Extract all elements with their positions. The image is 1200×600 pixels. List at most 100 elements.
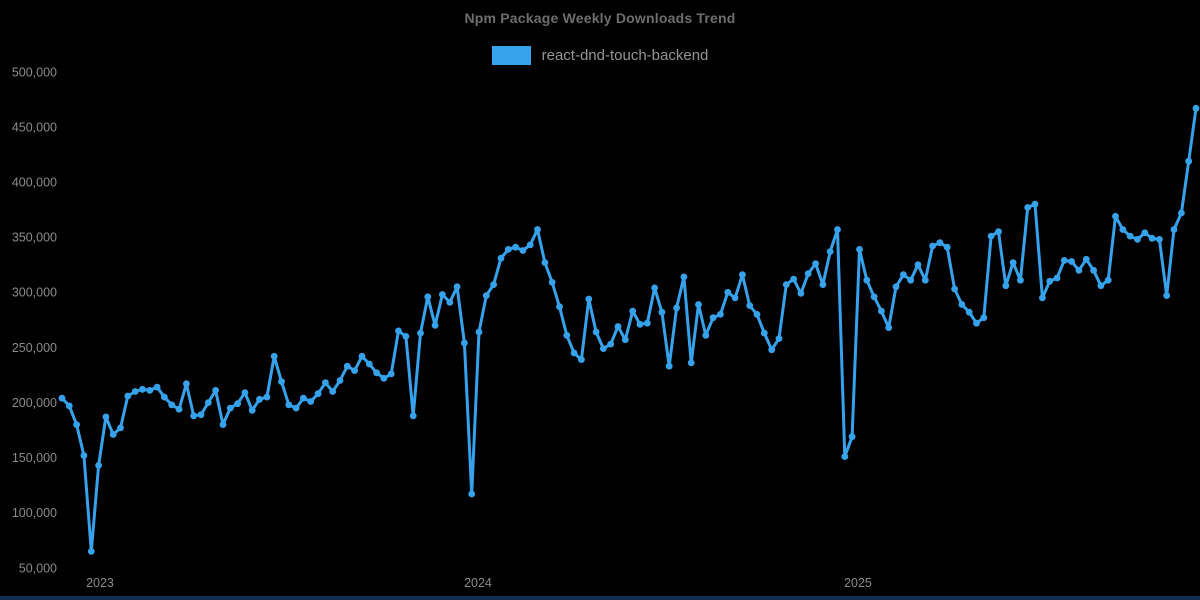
data-point[interactable] (490, 281, 497, 288)
data-point[interactable] (358, 352, 366, 360)
data-point[interactable] (1170, 226, 1178, 233)
data-point[interactable] (995, 228, 1002, 236)
data-point[interactable] (563, 331, 571, 339)
legend-item-react-dnd-touch-backend[interactable]: react-dnd-touch-backend (491, 46, 708, 65)
data-point[interactable] (322, 379, 329, 387)
data-point[interactable] (980, 314, 988, 322)
data-point[interactable] (965, 308, 973, 316)
data-point[interactable] (117, 424, 124, 432)
data-point[interactable] (592, 328, 600, 336)
data-point[interactable] (709, 314, 717, 322)
data-point[interactable] (197, 411, 205, 419)
data-point[interactable] (1082, 255, 1090, 263)
data-point[interactable] (973, 319, 980, 327)
data-point[interactable] (936, 239, 944, 247)
data-point[interactable] (1097, 282, 1105, 290)
data-point[interactable] (1104, 276, 1112, 284)
data-point[interactable] (263, 393, 271, 401)
data-point[interactable] (1053, 274, 1061, 282)
data-point[interactable] (943, 243, 951, 251)
data-point[interactable] (848, 433, 856, 441)
data-point[interactable] (424, 293, 432, 301)
data-point[interactable] (775, 335, 783, 342)
data-point[interactable] (161, 393, 168, 401)
data-point[interactable] (95, 462, 102, 469)
data-point[interactable] (826, 248, 834, 256)
data-point[interactable] (212, 387, 220, 394)
data-point[interactable] (1068, 258, 1075, 265)
data-point[interactable] (87, 548, 95, 555)
data-point[interactable] (1002, 282, 1010, 290)
data-point[interactable] (504, 246, 512, 253)
data-point[interactable] (1112, 212, 1119, 220)
data-point[interactable] (651, 284, 658, 292)
data-point[interactable] (614, 323, 622, 330)
data-point[interactable] (1178, 209, 1185, 217)
data-point[interactable] (680, 273, 688, 281)
data-point[interactable] (585, 295, 593, 303)
data-point[interactable] (724, 288, 732, 296)
data-point[interactable] (541, 259, 549, 266)
data-point[interactable] (373, 369, 380, 377)
data-point[interactable] (1060, 257, 1068, 264)
data-point[interactable] (300, 394, 307, 402)
data-point[interactable] (914, 261, 922, 269)
data-point[interactable] (812, 260, 819, 268)
data-point[interactable] (190, 412, 198, 420)
data-point[interactable] (512, 243, 519, 251)
data-point[interactable] (870, 293, 878, 301)
data-point[interactable] (1009, 259, 1017, 266)
data-point[interactable] (278, 378, 285, 385)
data-point[interactable] (1134, 236, 1141, 243)
data-point[interactable] (183, 380, 190, 388)
data-point[interactable] (717, 311, 724, 318)
data-point[interactable] (665, 362, 673, 370)
data-point[interactable] (204, 399, 212, 406)
data-point[interactable] (73, 421, 80, 428)
data-point[interactable] (834, 226, 841, 233)
data-point[interactable] (695, 301, 702, 308)
data-point[interactable] (314, 390, 322, 398)
data-point[interactable] (175, 405, 183, 413)
data-point[interactable] (739, 271, 746, 279)
data-point[interactable] (804, 270, 812, 277)
data-point[interactable] (80, 452, 88, 459)
data-point[interactable] (351, 367, 358, 374)
data-point[interactable] (1046, 277, 1054, 285)
data-point[interactable] (402, 333, 410, 340)
data-point[interactable] (702, 331, 710, 339)
data-point[interactable] (1119, 226, 1127, 233)
data-point[interactable] (907, 276, 915, 284)
data-point[interactable] (1039, 294, 1046, 302)
data-point[interactable] (453, 283, 461, 291)
data-point[interactable] (461, 339, 468, 347)
data-point[interactable] (380, 374, 388, 382)
data-point[interactable] (526, 241, 534, 249)
data-point[interactable] (109, 431, 117, 438)
data-point[interactable] (885, 324, 893, 331)
data-point[interactable] (607, 340, 615, 348)
data-point[interactable] (446, 298, 454, 306)
data-point[interactable] (395, 327, 402, 335)
data-point[interactable] (600, 345, 607, 352)
data-point[interactable] (819, 281, 827, 288)
data-point[interactable] (687, 359, 695, 367)
data-point[interactable] (343, 362, 351, 370)
data-point[interactable] (409, 412, 417, 420)
data-point[interactable] (753, 311, 761, 318)
data-point[interactable] (900, 271, 907, 279)
data-point[interactable] (1163, 292, 1171, 299)
data-point[interactable] (131, 388, 139, 395)
data-point[interactable] (1192, 104, 1200, 112)
data-point[interactable] (578, 356, 585, 363)
data-point[interactable] (534, 226, 541, 233)
data-point[interactable] (519, 247, 527, 254)
data-point[interactable] (892, 283, 900, 291)
data-point[interactable] (336, 377, 344, 384)
data-point[interactable] (102, 413, 110, 421)
data-point[interactable] (548, 279, 556, 286)
data-point[interactable] (329, 388, 337, 395)
data-point[interactable] (482, 292, 490, 299)
data-point[interactable] (673, 304, 680, 312)
data-point[interactable] (285, 401, 293, 409)
